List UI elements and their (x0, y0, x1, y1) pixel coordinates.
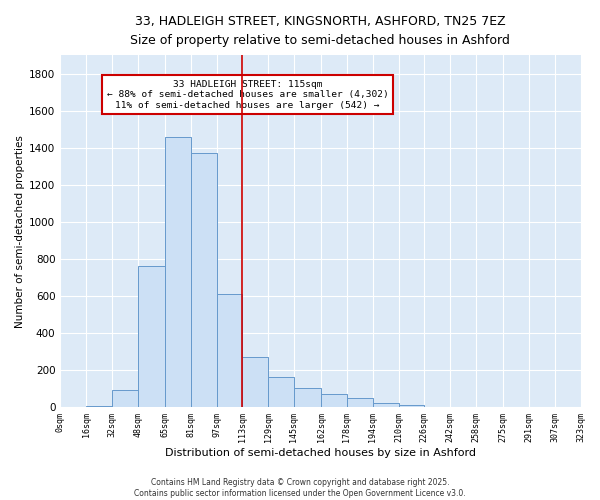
Text: 33 HADLEIGH STREET: 115sqm
← 88% of semi-detached houses are smaller (4,302)
11%: 33 HADLEIGH STREET: 115sqm ← 88% of semi… (107, 80, 388, 110)
Bar (86, 406, 112, 407)
Bar (294, 388, 321, 407)
Bar (165, 136, 191, 407)
Bar (137, 266, 165, 407)
Bar (398, 405, 424, 407)
X-axis label: Distribution of semi-detached houses by size in Ashford: Distribution of semi-detached houses by … (165, 448, 476, 458)
Y-axis label: Number of semi-detached properties: Number of semi-detached properties (15, 134, 25, 328)
Bar (268, 378, 294, 407)
Title: 33, HADLEIGH STREET, KINGSNORTH, ASHFORD, TN25 7EZ
Size of property relative to : 33, HADLEIGH STREET, KINGSNORTH, ASHFORD… (130, 15, 511, 47)
Bar (373, 404, 398, 407)
Bar (217, 294, 242, 407)
Text: Contains HM Land Registry data © Crown copyright and database right 2025.
Contai: Contains HM Land Registry data © Crown c… (134, 478, 466, 498)
Bar (242, 357, 268, 407)
Bar (321, 394, 347, 407)
Bar (347, 398, 373, 407)
Bar (191, 154, 217, 407)
Bar (112, 390, 137, 407)
